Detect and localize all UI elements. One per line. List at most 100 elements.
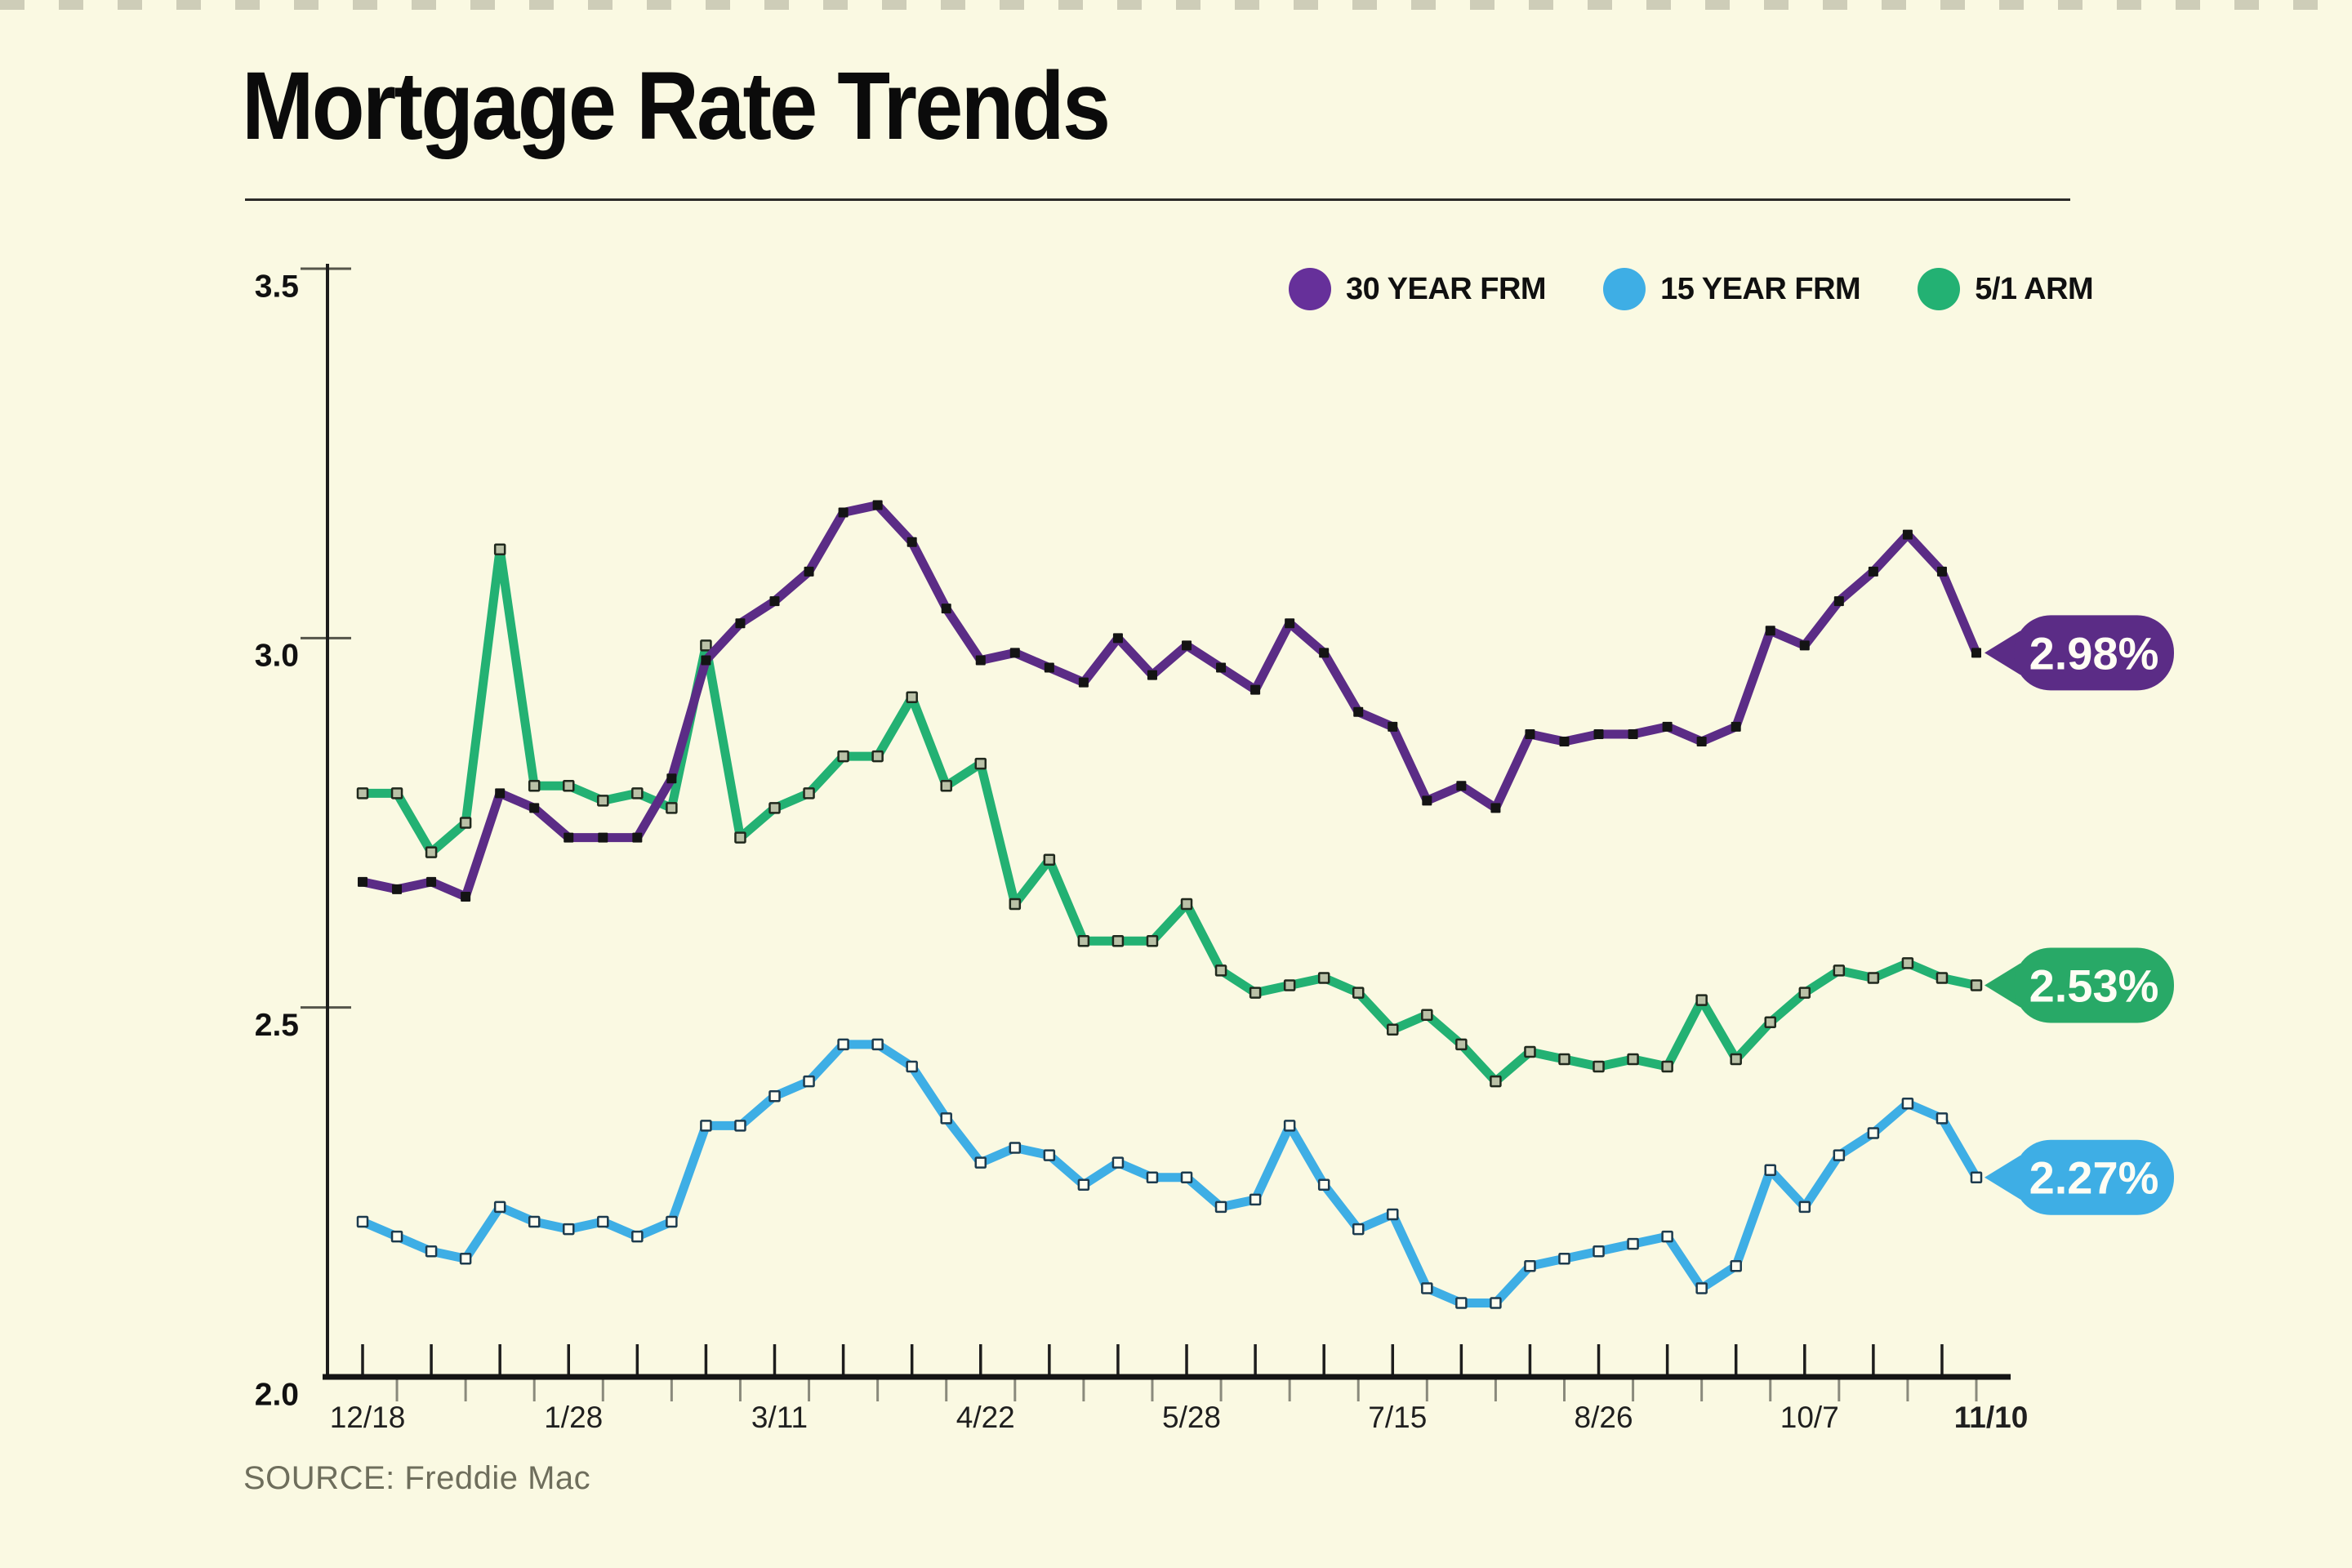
data-point xyxy=(837,750,849,763)
data-point xyxy=(1833,596,1844,607)
data-point xyxy=(1525,728,1535,739)
chart-legend: 30 YEAR FRM 15 YEAR FRM 5/1 ARM xyxy=(1289,268,2094,310)
data-point xyxy=(1111,1156,1125,1169)
data-point xyxy=(734,1120,746,1132)
legend-item-label: 5/1 ARM xyxy=(1975,271,2094,306)
value-callout-15-year-frm: 2.27% xyxy=(1984,1139,2174,1215)
data-point xyxy=(666,773,677,784)
callout-pill xyxy=(2014,615,2174,691)
callout-pill xyxy=(2014,947,2174,1023)
title-underline xyxy=(245,198,2070,201)
data-point xyxy=(1901,1098,1914,1110)
series-line-5-1-arm xyxy=(358,545,1981,1086)
data-point xyxy=(1730,1260,1742,1272)
data-point xyxy=(1628,728,1638,739)
data-point xyxy=(528,1215,541,1228)
data-point xyxy=(1490,803,1501,813)
data-point xyxy=(1524,1260,1536,1272)
data-point xyxy=(837,1038,849,1051)
series-5-1-arm xyxy=(356,543,1983,1088)
data-point xyxy=(1833,1149,1846,1161)
data-point xyxy=(425,846,438,858)
data-point xyxy=(1730,1053,1742,1066)
data-point xyxy=(1146,1171,1159,1183)
callout-tail xyxy=(1984,963,2020,1008)
callout-label: 2.27% xyxy=(2029,1152,2159,1204)
data-point xyxy=(804,566,814,577)
y-axis: 3.5 3.0 2.5 2.0 xyxy=(255,267,351,1412)
callout-label: 2.53% xyxy=(2029,960,2159,1012)
data-point xyxy=(1867,1127,1880,1139)
x-tick-label: 1/28 xyxy=(544,1401,603,1434)
data-point xyxy=(390,1230,403,1243)
data-point xyxy=(1936,972,1949,984)
data-point xyxy=(597,795,609,807)
data-point xyxy=(1593,728,1604,739)
data-point xyxy=(632,832,643,843)
data-point xyxy=(459,817,472,829)
callout-tail xyxy=(1984,1155,2020,1200)
data-point xyxy=(1731,721,1741,732)
data-point xyxy=(1799,640,1810,651)
x-tick-label: 8/26 xyxy=(1575,1401,1633,1434)
x-tick-label: 7/15 xyxy=(1368,1401,1427,1434)
data-point xyxy=(1044,662,1054,673)
data-point xyxy=(1146,934,1159,947)
legend-item-30-year-frm: 30 YEAR FRM xyxy=(1289,268,1547,310)
data-point xyxy=(1971,648,1981,658)
legend-item-15-year-frm: 15 YEAR FRM xyxy=(1603,268,1861,310)
data-point xyxy=(1352,1223,1365,1236)
data-point xyxy=(1388,721,1398,732)
data-point xyxy=(1077,1178,1090,1192)
data-point xyxy=(1970,1171,1983,1183)
data-point xyxy=(700,639,712,652)
data-point xyxy=(1798,987,1811,999)
data-point xyxy=(768,802,781,814)
data-point xyxy=(1695,994,1708,1006)
data-point xyxy=(1147,670,1157,680)
x-tick-label: 3/11 xyxy=(751,1401,808,1434)
data-point xyxy=(1387,1023,1399,1036)
data-point xyxy=(906,537,917,547)
data-point xyxy=(1078,677,1089,688)
data-point xyxy=(1867,972,1880,984)
data-point xyxy=(392,884,403,894)
data-point xyxy=(803,1075,815,1088)
x-tick-label: 10/7 xyxy=(1780,1401,1839,1434)
data-point xyxy=(1970,979,1983,991)
data-point xyxy=(631,1230,644,1243)
data-point xyxy=(906,691,918,703)
x-tick-label: 11/10 xyxy=(1954,1401,2029,1434)
data-point xyxy=(735,618,746,629)
data-point xyxy=(1798,1200,1811,1214)
data-point xyxy=(1353,706,1364,717)
series-15-year-frm xyxy=(356,1038,1983,1309)
data-point xyxy=(803,787,815,800)
data-point xyxy=(1695,1282,1708,1294)
data-point xyxy=(1283,979,1296,991)
data-point xyxy=(1936,566,1947,577)
data-point xyxy=(1180,1171,1193,1183)
data-point xyxy=(563,780,575,792)
data-point xyxy=(598,832,608,843)
data-point xyxy=(872,500,883,510)
data-point xyxy=(1765,626,1775,636)
data-point xyxy=(1077,934,1090,947)
data-point xyxy=(666,802,678,814)
data-point xyxy=(871,1038,884,1051)
x-axis: 12/18 1/28 3/11 4/22 5/28 7/15 8/26 10/7 11/10 xyxy=(323,264,2028,1434)
data-point xyxy=(461,891,471,902)
data-point xyxy=(975,655,986,666)
legend-item-5-1-arm: 5/1 ARM xyxy=(1918,268,2094,310)
data-point xyxy=(1764,1016,1776,1029)
data-point xyxy=(597,1215,609,1228)
legend-item-label: 15 YEAR FRM xyxy=(1660,271,1861,306)
data-point xyxy=(493,1200,506,1214)
data-point xyxy=(1182,640,1192,651)
data-point xyxy=(1043,853,1056,866)
legend-item-label: 30 YEAR FRM xyxy=(1346,271,1547,306)
page-title: Mortgage Rate Trends xyxy=(242,52,1111,160)
data-point xyxy=(974,757,987,770)
data-point xyxy=(1216,662,1227,673)
data-point xyxy=(1662,721,1673,732)
